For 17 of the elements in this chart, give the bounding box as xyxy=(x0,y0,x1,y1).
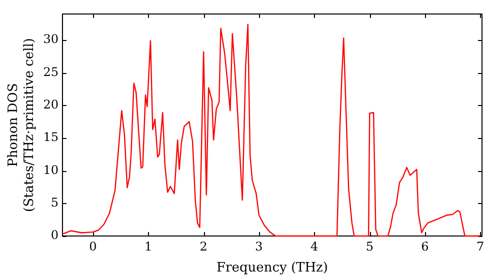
x-tick-label: 6 xyxy=(421,239,429,254)
y-axis-title: Phonon DOS (States/THz·primitive cell) xyxy=(6,38,37,212)
y-tick-label: 10 xyxy=(43,162,58,177)
x-tick-label: 4 xyxy=(310,239,318,254)
x-tick-label: 5 xyxy=(366,239,374,254)
y-tick-label: 25 xyxy=(43,64,58,79)
x-tick-label: 2 xyxy=(200,239,208,254)
y-tick-label: 30 xyxy=(43,32,58,46)
x-tick-label: 3 xyxy=(255,239,263,254)
x-tick-label: 1 xyxy=(144,239,152,254)
y-tick-label: 20 xyxy=(43,98,58,112)
y-tick-label: 5 xyxy=(50,195,58,210)
x-tick-label: 0 xyxy=(89,239,97,254)
y-tick-label: 0 xyxy=(50,228,58,242)
x-axis-title: Frequency (THz) xyxy=(216,260,328,276)
x-tick-label: 7 xyxy=(476,239,484,254)
y-tick-label: 15 xyxy=(43,130,58,144)
